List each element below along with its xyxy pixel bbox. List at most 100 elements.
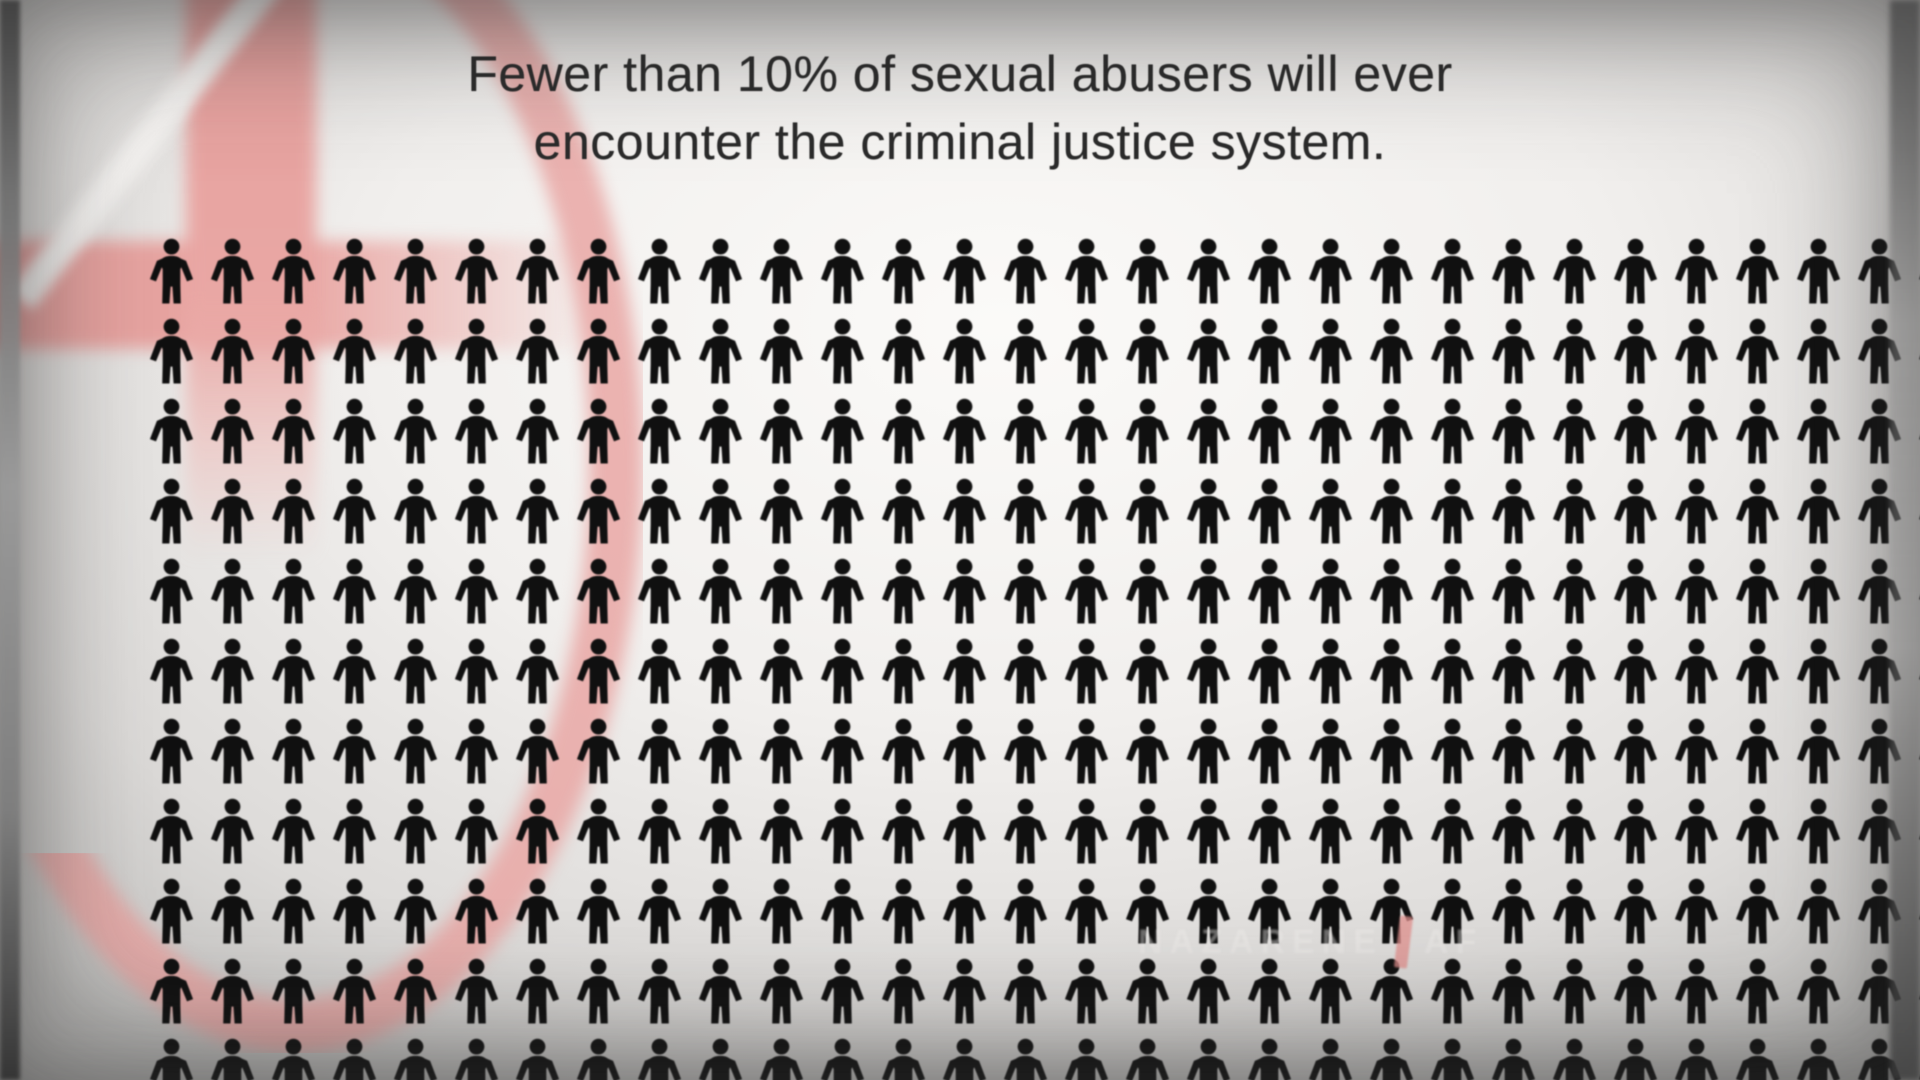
person-icon [512,958,563,1024]
person-icon [1366,478,1417,544]
person-icon [1793,398,1844,464]
person-icon [939,638,990,704]
person-icon [146,798,197,864]
person-icon [1061,958,1112,1024]
person-icon [512,398,563,464]
person-icon [1732,238,1783,304]
person-icon [1244,558,1295,624]
person-icon [146,238,197,304]
person-icon [634,558,685,624]
person-icon [939,958,990,1024]
person-icon [1427,718,1478,784]
person-icon [1061,478,1112,544]
person-icon [1183,478,1234,544]
person-icon [573,798,624,864]
person-icon [1305,798,1356,864]
person-icon [1610,638,1661,704]
person-icon [1122,238,1173,304]
person-icon [1549,398,1600,464]
person-icon [1427,1038,1478,1080]
person-icon [817,318,868,384]
person-icon [1732,318,1783,384]
person-icon [1122,798,1173,864]
person-icon [1732,958,1783,1024]
person-icon [329,1038,380,1080]
person-icon [1732,718,1783,784]
person-icon [1061,238,1112,304]
person-icon [1793,878,1844,944]
person-icon [939,398,990,464]
person-icon [1244,478,1295,544]
person-icon [878,318,929,384]
person-icon [329,638,380,704]
person-icon [695,718,746,784]
person-icon [146,398,197,464]
person-icon [1732,878,1783,944]
person-icon [1610,398,1661,464]
pictograph-grid [146,238,1920,1080]
person-icon [329,478,380,544]
person-icon [1122,1038,1173,1080]
person-icon [1549,318,1600,384]
person-icon [939,318,990,384]
person-icon [1000,878,1051,944]
person-icon [1000,398,1051,464]
person-icon [1610,1038,1661,1080]
person-icon [329,398,380,464]
person-icon [390,318,441,384]
person-icon [1000,718,1051,784]
person-icon [146,958,197,1024]
person-icon [817,798,868,864]
person-icon [1793,318,1844,384]
person-icon [451,398,502,464]
person-icon [695,958,746,1024]
person-icon [878,1038,929,1080]
person-icon [939,558,990,624]
person-icon [268,398,319,464]
person-icon [756,398,807,464]
person-icon [1549,478,1600,544]
person-icon [1671,238,1722,304]
person-icon [573,478,624,544]
person-icon [1732,1038,1783,1080]
person-icon [451,798,502,864]
person-icon [1549,878,1600,944]
person-icon [1366,1038,1417,1080]
person-icon [512,478,563,544]
person-icon [1488,958,1539,1024]
person-icon [390,718,441,784]
person-icon [1488,318,1539,384]
person-icon [817,878,868,944]
person-icon [1000,478,1051,544]
person-icon [1000,1038,1051,1080]
person-icon [756,798,807,864]
person-icon [1366,318,1417,384]
person-icon [1732,478,1783,544]
person-icon [573,1038,624,1080]
person-icon [1488,798,1539,864]
person-icon [268,958,319,1024]
person-icon [1061,638,1112,704]
chart-title-line2: encounter the criminal justice system. [533,114,1387,170]
person-icon [1793,718,1844,784]
person-icon [390,958,441,1024]
person-icon [756,558,807,624]
person-icon [1427,638,1478,704]
person-icon [268,638,319,704]
person-icon [1366,718,1417,784]
person-icon [878,638,929,704]
person-icon [939,878,990,944]
person-icon [573,558,624,624]
right-edge-shade [1890,0,1920,1080]
person-icon [207,478,258,544]
person-icon [1793,1038,1844,1080]
watermark: NAZARENE AF [1138,915,1483,969]
person-icon [1183,718,1234,784]
person-icon [146,878,197,944]
person-icon [1000,638,1051,704]
person-icon [268,478,319,544]
person-icon [1122,478,1173,544]
person-icon [1610,798,1661,864]
person-icon [146,478,197,544]
person-icon [878,798,929,864]
